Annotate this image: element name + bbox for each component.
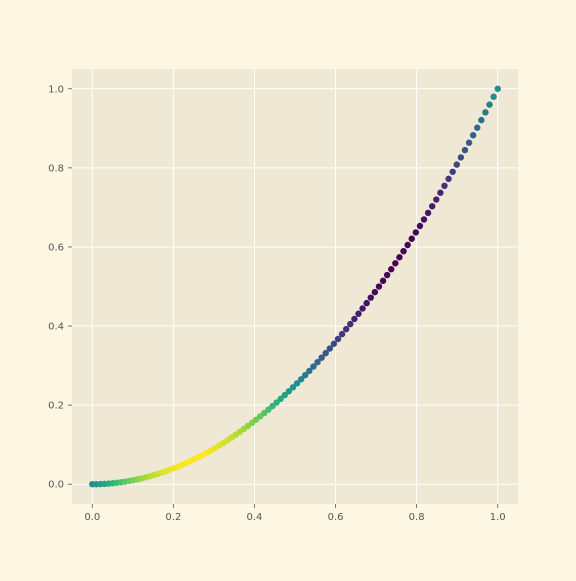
data-point (330, 340, 338, 347)
data-point (338, 330, 346, 338)
data-point (388, 266, 395, 273)
data-points (89, 85, 501, 488)
data-point (359, 305, 366, 312)
data-point (420, 216, 428, 223)
x-tick-label: 0.8 (409, 512, 425, 523)
data-point (461, 146, 469, 154)
y-tick-label: 0.8 (48, 163, 64, 174)
data-point (428, 203, 436, 210)
data-point (375, 283, 383, 290)
data-point (310, 363, 317, 370)
data-point (441, 182, 448, 190)
y-tick-label: 0.2 (48, 401, 64, 412)
data-point (437, 189, 444, 196)
data-point (277, 395, 284, 403)
y-tick-label: 0.4 (48, 322, 64, 333)
data-point (453, 161, 460, 168)
data-point (281, 391, 288, 399)
y-tick-label: 0.6 (48, 242, 64, 253)
data-point (486, 101, 493, 108)
data-point (383, 271, 391, 279)
y-tick-label: 0.0 (48, 480, 64, 491)
data-point (433, 196, 440, 203)
data-point (412, 229, 420, 236)
data-point (457, 154, 465, 161)
grid-lines (72, 69, 518, 504)
data-point (297, 376, 305, 383)
data-point (342, 325, 350, 333)
data-point (306, 367, 313, 375)
x-tick-label: 0.6 (328, 512, 344, 523)
x-tick-label: 0.2 (165, 512, 181, 523)
data-point (273, 399, 280, 406)
data-point (404, 241, 411, 249)
x-tick-label: 1.0 (490, 512, 506, 523)
data-point (482, 109, 489, 116)
data-point (400, 247, 407, 255)
data-point (490, 93, 497, 100)
data-point (322, 349, 329, 357)
y-tick-label: 1.0 (48, 84, 64, 95)
data-point (334, 335, 342, 343)
data-point (351, 315, 358, 323)
data-point (347, 320, 354, 328)
data-point (314, 358, 321, 366)
data-point (326, 345, 334, 352)
data-point (392, 260, 399, 267)
data-point (449, 168, 456, 175)
data-point (293, 380, 301, 387)
data-point (465, 139, 473, 146)
x-tick-label: 0.4 (247, 512, 263, 523)
axis-ticks: 0.0 0.2 0.4 0.6 0.8 1.0 0.0 0.2 0.4 0.6 0.8 1.0 (48, 84, 506, 523)
plot-area (72, 69, 518, 504)
data-point (355, 310, 362, 317)
data-point (474, 124, 481, 131)
data-point (478, 116, 485, 124)
data-point (445, 175, 452, 183)
data-point (469, 132, 477, 139)
data-point (408, 235, 415, 242)
data-point (424, 209, 432, 217)
data-point (371, 288, 379, 296)
data-point (289, 384, 297, 391)
data-point (318, 354, 325, 361)
data-point (363, 299, 370, 307)
data-point (379, 277, 387, 285)
data-point (285, 388, 293, 395)
data-point (416, 222, 424, 230)
data-point (302, 371, 309, 379)
x-tick-label: 0.0 (84, 512, 100, 523)
data-point (367, 294, 374, 301)
data-point (494, 85, 501, 92)
data-point (396, 254, 403, 261)
